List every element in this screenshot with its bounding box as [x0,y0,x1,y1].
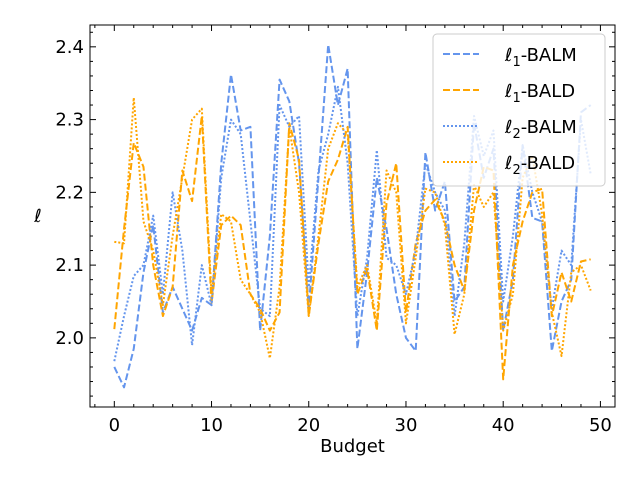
x-tick-label: 10 [200,415,223,436]
x-tick-label: 50 [589,415,612,436]
axis-layer: 0 10 20 30 40 50 2.0 2.1 2.2 2.3 2.4 [55,25,615,436]
y-tick-label: 2.1 [55,255,84,276]
x-axis-label: Budget [320,436,385,457]
legend-box [432,33,606,187]
y-tick-label: 2.3 [55,110,84,131]
x-tick-label: 30 [395,415,418,436]
x-tick-label: 20 [297,415,320,436]
plot-frame [89,24,616,408]
series-line-3 [113,85,592,362]
legend-label-2: ℓ1-BALD [504,81,575,106]
y-tick-label: 2.4 [55,37,84,58]
y-tick-label: 2.0 [55,328,84,349]
legend-label-3: ℓ2-BALM [504,117,577,142]
x-tick-label: 40 [492,415,515,436]
legend-label-1: ℓ1-BALM [504,45,577,70]
series-line-4 [114,96,592,360]
y-tick-label: 2.2 [55,182,84,203]
legend: ℓ1-BALM ℓ1-BALD ℓ2-BALM ℓ2-BALD [432,33,606,187]
legend-label-4: ℓ2-BALD [504,153,575,178]
series-layer [113,43,592,389]
x-tick-label: 0 [109,415,120,436]
y-axis-label: ℓ [33,206,41,227]
